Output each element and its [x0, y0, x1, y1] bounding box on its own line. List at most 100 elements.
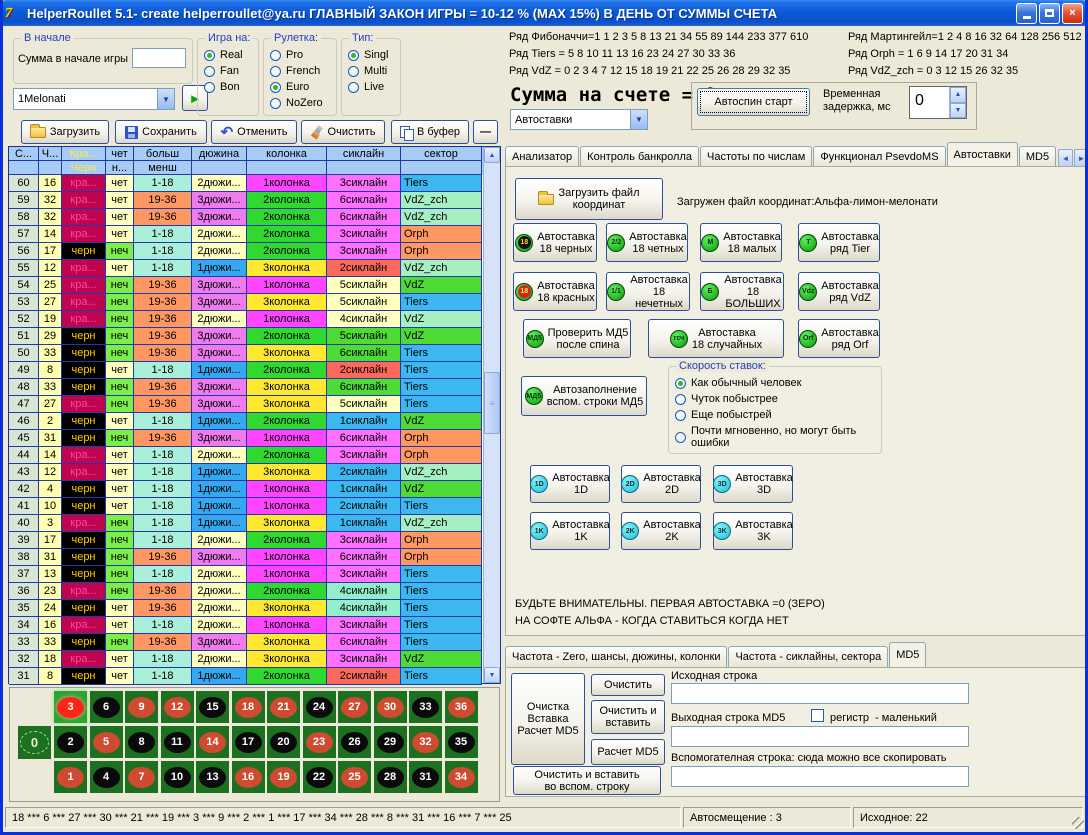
roulette-cell-21[interactable]: 21 [267, 691, 300, 723]
radio-option[interactable]: Live [348, 81, 400, 93]
bottom-tab-1[interactable]: Частота - Zero, шансы, дюжины, колонки [505, 646, 728, 667]
title-bar[interactable]: 7 HelperRoullet 5.1- create helperroulle… [3, 0, 1085, 26]
bet-button-10[interactable]: гсч Автоставка 18 случайных [648, 319, 784, 358]
bet-button-11[interactable]: Orf Автоставка ряд Orf [798, 319, 880, 358]
roulette-cell-19[interactable]: 19 [267, 761, 300, 793]
radio-option[interactable]: Еще побыстрей [675, 409, 881, 421]
bet-button-6[interactable]: 1/1 Автоставка 18 нечетных [606, 272, 690, 311]
delay-spinner[interactable]: 0 ▲ ▼ [909, 86, 967, 119]
chevron-down-icon[interactable]: ▼ [630, 110, 647, 129]
close-button-icon[interactable]: × [1062, 2, 1083, 24]
radio-option[interactable]: Pro [270, 49, 336, 61]
bottom-tab-3[interactable]: MD5 [889, 642, 927, 667]
start-sum-input[interactable] [132, 48, 186, 68]
spin-up-icon[interactable]: ▲ [950, 87, 966, 103]
dim-button-1K[interactable]: 1K Автоставка 1K [530, 512, 610, 550]
register-checkbox[interactable] [811, 709, 824, 722]
maximize-button-icon[interactable] [1039, 2, 1060, 24]
roulette-cell-26[interactable]: 26 [338, 726, 371, 758]
preset-combo[interactable]: 1Melonati ▼ [13, 88, 175, 110]
table-scrollbar[interactable]: ▲ ≡ ▼ [483, 147, 500, 683]
radio-option[interactable]: Почти мгновенно, но могут быть ошибки [675, 425, 881, 449]
roulette-cell-18[interactable]: 18 [231, 691, 265, 723]
bottom-tab-2[interactable]: Частота - сиклайны, сектора [728, 646, 889, 667]
roulette-cell-20[interactable]: 20 [267, 726, 300, 758]
bet-button-7[interactable]: Б Автоставка 18 БОЛЬШИХ [700, 272, 784, 311]
radio-option[interactable]: Euro [270, 81, 336, 93]
roulette-cell-16[interactable]: 16 [231, 761, 265, 793]
roulette-cell-10[interactable]: 10 [160, 761, 194, 793]
minimize-button-icon[interactable] [1016, 2, 1037, 24]
bet-button-5[interactable]: 18 Автоставка 18 красных [513, 272, 597, 311]
bet-button-1[interactable]: 18 Автоставка 18 черных [513, 223, 597, 262]
scroll-up-icon[interactable]: ▲ [484, 147, 500, 163]
toolbar-button-5[interactable]: В буфер [391, 120, 469, 144]
bet-button-3[interactable]: M Автоставка 18 малых [700, 223, 782, 262]
md5-clear-button[interactable]: Очистить [591, 674, 665, 696]
roulette-cell-0[interactable]: 0 [18, 726, 51, 759]
roulette-cell-22[interactable]: 22 [302, 761, 336, 793]
dim-button-1D[interactable]: 1D Автоставка 1D [530, 465, 610, 503]
tab-Анализатор[interactable]: Анализатор [505, 146, 580, 167]
roulette-cell-24[interactable]: 24 [302, 691, 336, 723]
autospin-start-button[interactable]: Автоспин старт [697, 88, 810, 116]
md5-out-input[interactable] [671, 726, 969, 747]
tab-Функционал PsevdoMS[interactable]: Функционал PsevdoMS [813, 146, 946, 167]
roulette-cell-8[interactable]: 8 [125, 726, 158, 758]
roulette-cell-17[interactable]: 17 [231, 726, 265, 758]
md5-source-input[interactable] [671, 683, 969, 704]
radio-option[interactable]: Singl [348, 49, 400, 61]
mode-combo[interactable]: Автоставки ▼ [510, 109, 648, 130]
md5-calc-button[interactable]: Расчет MD5 [591, 739, 665, 765]
tab-Автоставки[interactable]: Автоставки [946, 142, 1018, 167]
run-preset-button[interactable]: ► [182, 85, 208, 111]
toolbar-button-3[interactable]: ↶ Отменить [211, 120, 297, 144]
load-coordinates-button[interactable]: Загрузить файл координат [515, 178, 663, 220]
tab-Частоты по числам[interactable]: Частоты по числам [700, 146, 813, 167]
md5-clear-paste-button[interactable]: Очистить и вставить [591, 700, 665, 734]
md5-aux-input[interactable] [671, 766, 969, 787]
dim-button-2D[interactable]: 2D Автоставка 2D [621, 465, 701, 503]
radio-option[interactable]: French [270, 65, 336, 77]
tab-Контроль банкролла[interactable]: Контроль банкролла [580, 146, 700, 167]
roulette-cell-29[interactable]: 29 [373, 726, 407, 758]
roulette-cell-7[interactable]: 7 [125, 761, 158, 793]
resize-grip[interactable] [1072, 817, 1084, 829]
bet-button-2[interactable]: 2/2 Автоставка 18 четных [606, 223, 688, 262]
toolbar-button-1[interactable]: Загрузить [21, 120, 109, 144]
tab-scroll-left-icon[interactable]: ◄ [1058, 149, 1073, 167]
roulette-cell-35[interactable]: 35 [444, 726, 478, 758]
roulette-cell-9[interactable]: 9 [125, 691, 158, 723]
dim-button-3K[interactable]: 3K Автоставка 3K [713, 512, 793, 550]
roulette-cell-33[interactable]: 33 [409, 691, 442, 723]
roulette-cell-30[interactable]: 30 [373, 691, 407, 723]
bet-button-9[interactable]: МД5 Проверить МД5 после спина [523, 319, 631, 358]
roulette-cell-13[interactable]: 13 [196, 761, 229, 793]
collapse-button[interactable]: — [473, 120, 498, 144]
radio-option[interactable]: NoZero [270, 97, 336, 109]
roulette-cell-25[interactable]: 25 [338, 761, 371, 793]
chevron-down-icon[interactable]: ▼ [157, 89, 174, 109]
scroll-down-icon[interactable]: ▼ [484, 667, 500, 683]
dim-button-2K[interactable]: 2K Автоставка 2K [621, 512, 701, 550]
radio-option[interactable]: Fan [204, 65, 258, 77]
spin-down-icon[interactable]: ▼ [950, 102, 966, 118]
roulette-cell-27[interactable]: 27 [338, 691, 371, 723]
roulette-cell-36[interactable]: 36 [444, 691, 478, 723]
toolbar-button-2[interactable]: Сохранить [115, 120, 207, 144]
tab-scroll-right-icon[interactable]: ► [1074, 149, 1085, 167]
roulette-cell-3[interactable]: 3 [54, 691, 87, 723]
roulette-cell-5[interactable]: 5 [89, 726, 123, 758]
radio-option[interactable]: Bon [204, 81, 258, 93]
md5-big-button[interactable]: Очистка Вставка Расчет MD5 [511, 673, 585, 765]
roulette-cell-15[interactable]: 15 [196, 691, 229, 723]
roulette-cell-11[interactable]: 11 [160, 726, 194, 758]
bet-button-4[interactable]: T Автоставка ряд Tier [798, 223, 880, 262]
roulette-cell-31[interactable]: 31 [409, 761, 442, 793]
roulette-cell-4[interactable]: 4 [89, 761, 123, 793]
scroll-thumb[interactable]: ≡ [484, 372, 500, 434]
roulette-cell-23[interactable]: 23 [302, 726, 336, 758]
radio-option[interactable]: Multi [348, 65, 400, 77]
md5-clear-paste-aux-button[interactable]: Очистить и вставить во вспом. строку [513, 766, 661, 795]
roulette-cell-32[interactable]: 32 [409, 726, 442, 758]
